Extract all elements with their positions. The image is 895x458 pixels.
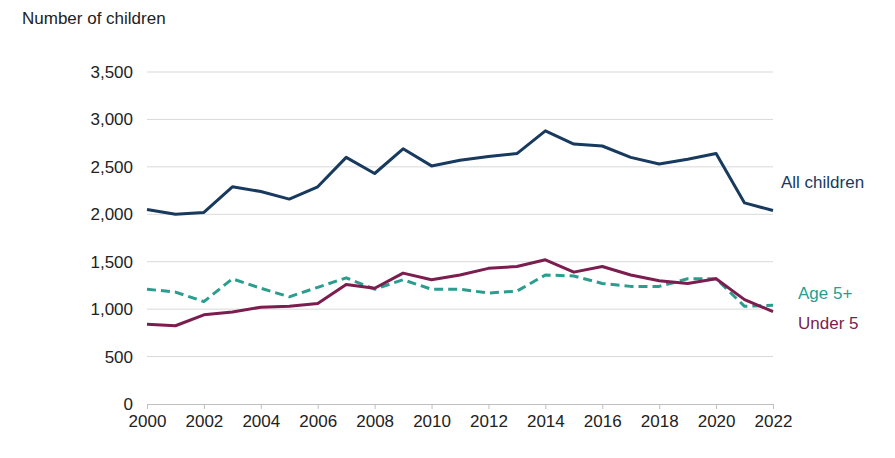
x-tick-mark — [204, 404, 205, 409]
x-tick: 2002 — [185, 404, 223, 431]
grid — [147, 72, 773, 357]
x-tick-label: 2010 — [413, 412, 451, 431]
series-line — [147, 260, 773, 326]
series-label: All children — [781, 173, 864, 192]
grid-line — [147, 356, 773, 357]
x-tick-mark — [432, 404, 433, 409]
series-label: Under 5 — [798, 314, 858, 333]
x-tick-mark — [659, 404, 660, 409]
x-tick: 2022 — [755, 404, 793, 431]
x-tick-label: 2000 — [129, 412, 167, 431]
y-tick-label: 500 — [105, 348, 133, 367]
x-tick: 2018 — [641, 404, 679, 431]
y-tick: 3,000 — [90, 110, 147, 129]
x-tick-label: 2018 — [641, 412, 679, 431]
chart: 05001,0001,5002,0002,5003,0003,500200020… — [0, 0, 895, 458]
y-tick: 2,000 — [90, 205, 147, 224]
y-tick: 1,500 — [90, 253, 147, 272]
grid-line — [147, 261, 773, 262]
x-tick-label: 2012 — [470, 412, 508, 431]
x-tick-label: 2004 — [242, 412, 280, 431]
x-tick-label: 2006 — [299, 412, 337, 431]
y-tick-label: 3,500 — [90, 63, 133, 82]
grid-line — [147, 119, 773, 120]
x-tick-mark — [147, 404, 148, 409]
x-tick-label: 2008 — [356, 412, 394, 431]
x-tick: 2014 — [527, 404, 565, 431]
x-tick-mark — [716, 404, 717, 409]
y-tick: 1,000 — [90, 300, 147, 319]
y-tick-label: 2,000 — [90, 205, 133, 224]
x-tick: 2004 — [242, 404, 280, 431]
grid-line — [147, 72, 773, 73]
grid-line — [147, 166, 773, 167]
y-tick-label: 1,000 — [90, 300, 133, 319]
y-tick-label: 1,500 — [90, 253, 133, 272]
x-tick-label: 2016 — [584, 412, 622, 431]
x-tick: 2000 — [129, 404, 167, 431]
x-tick-mark — [773, 404, 774, 409]
y-tick: 3,500 — [90, 63, 147, 82]
x-tick-mark — [318, 404, 319, 409]
x-tick-label: 2014 — [527, 412, 565, 431]
y-tick-label: 2,500 — [90, 158, 133, 177]
y-axis: 05001,0001,5002,0002,5003,0003,500 — [90, 63, 147, 414]
x-tick-mark — [488, 404, 489, 409]
plot-area — [147, 131, 773, 326]
x-tick: 2006 — [299, 404, 337, 431]
x-axis: 2000 2002 2004 2006 2008 2010 2012 2014 2016 2018… — [129, 404, 793, 431]
x-tick-mark — [545, 404, 546, 409]
series-line — [147, 131, 773, 214]
x-tick-mark — [261, 404, 262, 409]
series-line — [147, 275, 773, 306]
y-axis-title: Number of children — [22, 9, 166, 28]
x-tick: 2020 — [698, 404, 736, 431]
x-tick-label: 2002 — [185, 412, 223, 431]
x-tick: 2012 — [470, 404, 508, 431]
x-tick-label: 2020 — [698, 412, 736, 431]
x-axis-line — [148, 404, 774, 405]
y-tick: 2,500 — [90, 158, 147, 177]
x-tick-mark — [375, 404, 376, 409]
x-tick-mark — [602, 404, 603, 409]
x-tick: 2016 — [584, 404, 622, 431]
x-tick-label: 2022 — [755, 412, 793, 431]
x-tick: 2010 — [413, 404, 451, 431]
y-tick: 500 — [105, 348, 147, 367]
y-axis-line — [147, 73, 148, 405]
grid-line — [147, 214, 773, 215]
x-tick: 2008 — [356, 404, 394, 431]
y-tick-label: 3,000 — [90, 110, 133, 129]
series-label: Age 5+ — [798, 284, 852, 303]
